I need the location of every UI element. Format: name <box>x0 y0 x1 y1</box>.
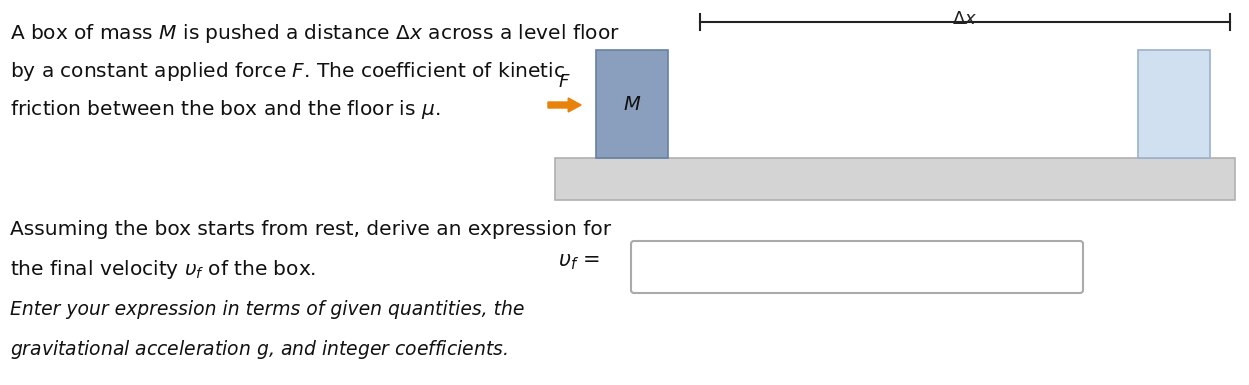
Bar <box>1138 50 1210 158</box>
Text: by a constant applied force $F$. The coefficient of kinetic: by a constant applied force $F$. The coe… <box>10 60 565 83</box>
Text: Enter your expression in terms of given quantities, the: Enter your expression in terms of given … <box>10 300 525 319</box>
Text: gravitational acceleration $g$, and integer coefficients.: gravitational acceleration $g$, and inte… <box>10 338 507 361</box>
Bar <box>555 158 1235 200</box>
Text: $F$: $F$ <box>558 73 571 91</box>
FancyArrow shape <box>548 98 581 112</box>
Text: friction between the box and the floor is $\mu$.: friction between the box and the floor i… <box>10 98 441 121</box>
FancyBboxPatch shape <box>631 241 1083 293</box>
Bar <box>596 50 668 158</box>
Text: A box of mass $M$ is pushed a distance $\Delta x$ across a level floor: A box of mass $M$ is pushed a distance $… <box>10 22 620 45</box>
Text: $M$: $M$ <box>623 95 641 114</box>
Text: Assuming the box starts from rest, derive an expression for: Assuming the box starts from rest, deriv… <box>10 220 611 239</box>
Text: the final velocity $\upsilon_f$ of the box.: the final velocity $\upsilon_f$ of the b… <box>10 258 316 281</box>
Text: $\upsilon_f$ =: $\upsilon_f$ = <box>558 252 600 272</box>
Text: $\Delta x$: $\Delta x$ <box>953 10 978 28</box>
